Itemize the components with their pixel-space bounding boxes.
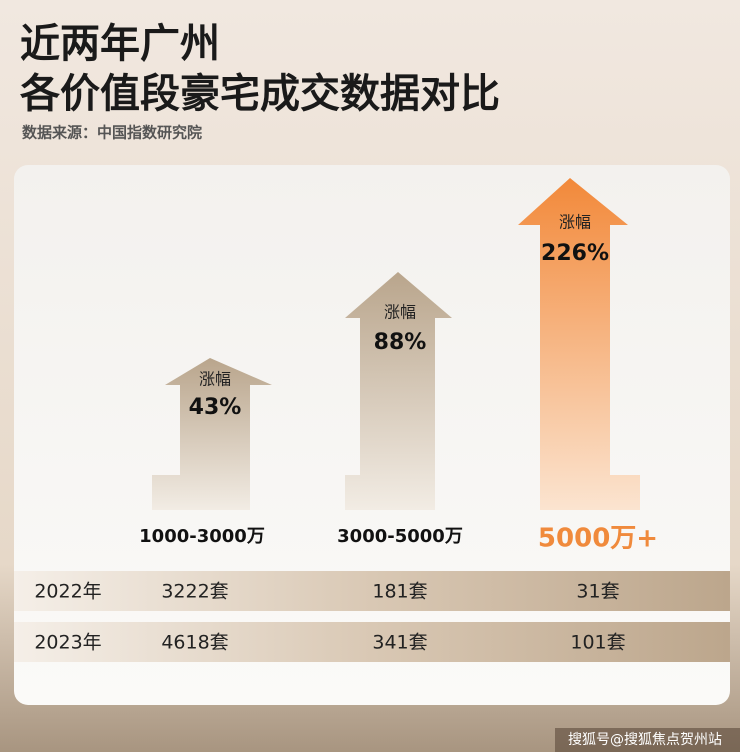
category: 5000万+ — [538, 524, 658, 554]
arrow-value: 226% — [541, 241, 609, 266]
arrow — [345, 272, 452, 510]
arrow-label: 涨幅 — [199, 370, 231, 389]
category: 3000-5000万 — [337, 526, 463, 547]
watermark: 搜狐号@搜狐焦点贺州站 — [568, 732, 722, 748]
table-cell: 341套 — [372, 632, 427, 654]
table-row — [14, 622, 730, 662]
watermark-bg — [555, 728, 740, 752]
row-header: 2023年 — [34, 632, 101, 654]
table-cell: 4618套 — [161, 632, 228, 654]
arrow-value: 43% — [189, 395, 242, 420]
table-cell: 31套 — [576, 581, 619, 603]
title: 各价值段豪宅成交数据对比 — [20, 71, 500, 117]
table-cell: 181套 — [372, 581, 427, 603]
arrow-label: 涨幅 — [559, 213, 591, 232]
source: 数据来源：中国指数研究院 — [22, 124, 202, 142]
table-row — [14, 571, 730, 611]
title: 近两年广州 — [20, 21, 220, 67]
arrow-value: 88% — [374, 330, 427, 355]
table-cell: 101套 — [570, 632, 625, 654]
arrow-label: 涨幅 — [384, 303, 416, 322]
table-cell: 3222套 — [161, 581, 228, 603]
category: 1000-3000万 — [139, 526, 265, 547]
arrow — [152, 358, 272, 510]
row-header: 2022年 — [34, 581, 101, 603]
arrow — [518, 178, 640, 510]
